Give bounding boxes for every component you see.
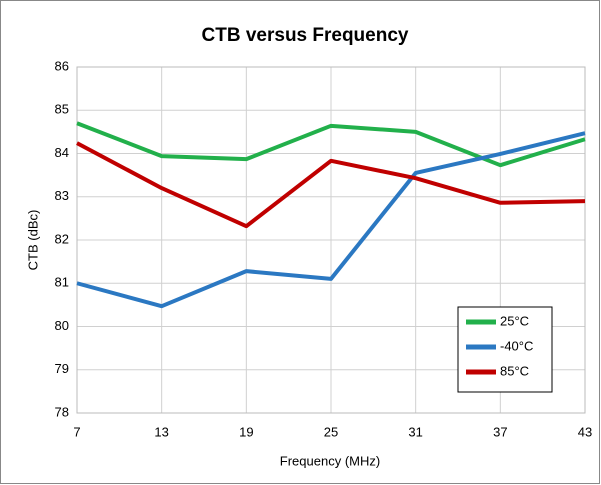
- legend-label: 25°C: [500, 313, 529, 328]
- x-tick-label: 43: [578, 424, 592, 439]
- y-tick-label: 85: [55, 102, 69, 117]
- x-tick-label: 25: [324, 424, 338, 439]
- series-line: [76, 141, 586, 229]
- legend-label: -40°C: [500, 338, 533, 353]
- y-tick-label: 84: [55, 145, 69, 160]
- x-tick-label: 13: [154, 424, 168, 439]
- y-tick-label: 78: [55, 404, 69, 419]
- y-axis-label: CTB (dBc): [25, 210, 40, 271]
- y-tick-label: 81: [55, 275, 69, 290]
- y-tick-label: 83: [55, 188, 69, 203]
- x-tick-label: 37: [493, 424, 507, 439]
- y-tick-label: 82: [55, 231, 69, 246]
- chart-title: CTB versus Frequency: [202, 25, 409, 46]
- y-tick-label: 80: [55, 318, 69, 333]
- x-tick-label: 31: [408, 424, 422, 439]
- x-tick-label: 19: [239, 424, 253, 439]
- y-tick-label: 86: [55, 58, 69, 73]
- y-tick-label: 79: [55, 361, 69, 376]
- plot-frame: [76, 66, 586, 414]
- series-line: [76, 121, 586, 168]
- legend-label: 85°C: [500, 363, 529, 378]
- x-tick-label: 7: [73, 424, 80, 439]
- x-axis-label: Frequency (MHz): [280, 453, 380, 468]
- series-line: [76, 131, 586, 309]
